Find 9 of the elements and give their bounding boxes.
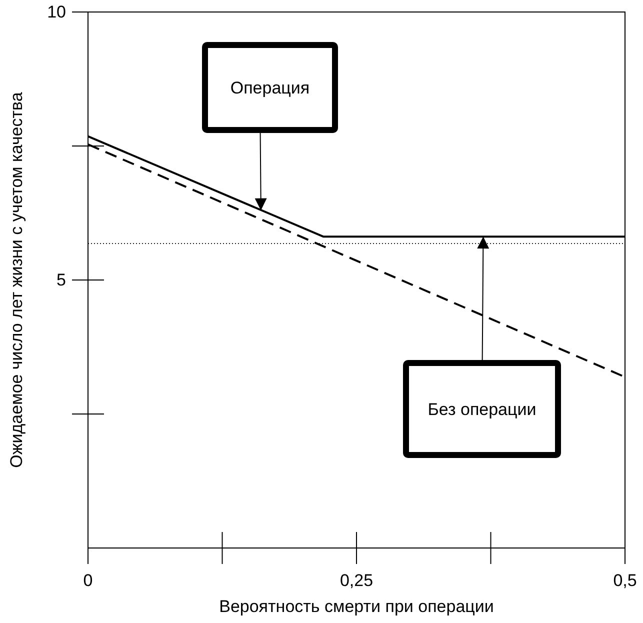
annotation: Без операции bbox=[428, 400, 536, 419]
x-tick-label: 0,25 bbox=[340, 571, 374, 590]
x-tick-label: 0 bbox=[83, 571, 93, 590]
annotation: Операция bbox=[230, 78, 310, 98]
y-axis-title: Ожидаемое число лет жизни с учетом качества bbox=[7, 92, 26, 468]
y-tick-label: 5 bbox=[56, 270, 66, 290]
x-tick-label: 0,5 bbox=[613, 571, 637, 590]
x-axis-title: Вероятность смерти при операции bbox=[219, 597, 494, 616]
y-tick-label: 10 bbox=[47, 2, 66, 22]
